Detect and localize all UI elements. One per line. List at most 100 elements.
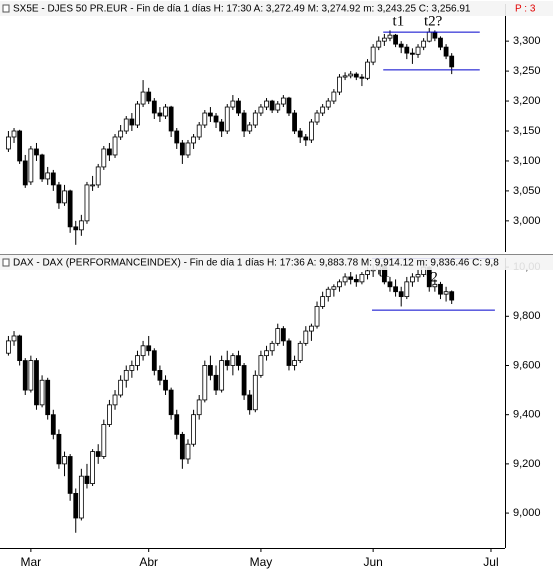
candle-body [129,365,135,371]
y-tick-label: 3,050 [513,185,541,197]
candle-body [353,73,359,78]
candle-body [140,91,146,105]
candle-body [320,106,326,114]
candle-body [179,142,185,156]
candle-body [359,76,365,79]
candle-body [17,335,23,361]
candle-body [67,190,73,228]
y-tick-label: 9,200 [513,458,541,470]
candle-body [365,270,370,275]
candle-body [247,394,253,411]
candle-body [320,296,326,307]
candle-body [34,360,39,406]
candle-body [22,360,28,391]
candle-body [90,184,95,187]
candle-body [191,414,196,445]
x-tick-label: Jun [363,555,382,569]
candle-body [376,40,382,48]
candle-body [432,31,438,39]
candle-body [404,46,410,54]
candle-body [258,106,264,114]
candle-body [426,31,432,42]
annotation: t1 [379,264,391,280]
candle-body [443,46,449,57]
candle-body [118,379,124,396]
candle-body [387,281,393,288]
candle-body [50,414,56,435]
candle-body [247,124,253,132]
candle-body [398,291,404,298]
candle-body [348,73,354,77]
candle-body [387,34,393,39]
candle-body [224,106,230,132]
candle-body [146,345,152,352]
candle-body [202,112,208,126]
candle-body [236,100,241,114]
candle-body [342,276,348,283]
candle-body [157,370,163,381]
y-tick-label: 3,250 [513,65,541,77]
candle-body [219,121,225,132]
candle-body [28,148,34,183]
candle-body [381,37,387,42]
candle-body [123,118,129,132]
candle-body [264,100,269,108]
candle-body [146,91,152,102]
y-tick-label: 3,100 [513,155,541,167]
candle-body [264,350,269,357]
candle-body [34,148,39,156]
candle-body [292,360,297,366]
candle-body [432,283,438,288]
candle-body [241,112,247,132]
annotation: t1 [393,13,405,29]
candle-body [84,475,90,484]
candle-body [449,291,455,301]
candle-body [292,112,297,132]
candle-body [275,328,281,344]
candle-body [151,350,157,371]
candle-body [370,46,376,63]
candle-body [22,160,28,186]
candle-body [443,291,449,295]
header-icon [2,4,10,13]
panel-header: DAX - DAX (PERFORMANCEINDEX) - Fin de dí… [13,258,499,269]
candle-body [28,360,34,391]
candle-body [39,154,45,180]
candle-body [101,424,107,457]
x-tick-label: May [250,555,273,569]
candle-body [179,433,185,460]
candle-body [135,103,140,126]
candle-body [297,342,303,361]
candle-body [213,374,219,391]
candle-body [196,124,202,138]
candle-body [151,100,157,114]
candle-body [314,112,320,123]
candle-body [219,360,225,391]
candle-body [84,184,90,222]
candle-body [410,52,415,55]
x-tick-label: Mar [21,555,42,569]
candle-body [39,379,45,406]
candle-body [258,355,264,376]
candle-body [45,172,51,180]
candle-body [140,345,146,357]
candle-body [275,103,281,111]
candle-body [174,130,180,144]
candle-body [168,389,174,416]
candle-body [67,456,73,494]
candle-body [56,184,62,204]
candle-body [112,136,118,156]
candle-body [78,475,84,519]
candle-body [325,288,331,298]
candle-body [202,365,208,401]
candle-body [62,190,67,204]
candle-body [365,61,370,79]
panel-header: SX5E - DJES 50 PR.EUR - Fin de día 1 día… [13,4,471,15]
y-tick-label: 9,800 [513,310,541,322]
candle-body [107,404,112,425]
candle-body [269,100,275,111]
candle-body [17,130,23,162]
candle-body [129,118,135,126]
candle-body [449,55,455,68]
candle-body [325,100,331,108]
